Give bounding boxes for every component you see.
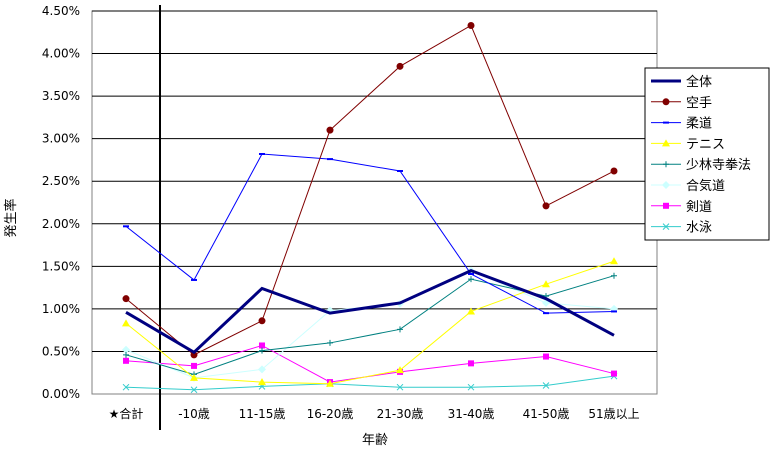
series-line [125,24,615,356]
data-point [543,353,549,360]
x-tick-label: 16-20歳 [307,407,354,421]
y-tick-label: 2.00% [42,217,80,231]
legend-label: 少林寺拳法 [686,157,751,173]
data-point [326,126,334,134]
x-tick-label: 41-50歳 [523,407,570,421]
data-point [123,357,129,364]
data-point [122,345,130,354]
y-tick-label: 1.00% [42,302,80,316]
data-point [611,272,617,279]
series-全体 [125,268,615,355]
data-point [610,167,618,175]
gridlines [92,10,657,352]
series-layer [122,21,618,394]
data-point [397,326,403,333]
x-tick-label: 51歳以上 [588,407,639,421]
legend-label: 空手 [686,96,712,111]
legend-label: 合気道 [686,178,725,194]
data-point [326,379,334,387]
y-tick-label: 4.00% [42,47,80,61]
data-point [122,383,130,391]
y-tick-label: 4.50% [42,4,80,18]
data-point [468,360,474,367]
series-line [125,268,615,355]
y-tick-label: 3.50% [42,89,80,103]
data-point [468,276,474,283]
legend-item: 剣道 [651,200,712,215]
legend-item: 柔道 [651,117,712,132]
data-point [327,339,333,346]
y-axis-title: 発生率 [3,198,19,237]
data-point [122,319,130,327]
data-point [191,362,197,369]
data-point [542,202,550,210]
data-point [610,257,618,265]
series-水泳 [122,372,618,394]
legend-label: 剣道 [686,200,712,215]
legend-item: 合気道 [651,178,725,194]
legend-label: テニス [686,137,725,152]
data-point [122,295,130,303]
data-point [611,370,617,377]
legend-label: 柔道 [686,117,712,132]
data-point [467,383,475,391]
y-axis-ticks: 0.00% 0.50% 1.00% 1.50% 2.00% 2.50% 3.00% 3.50%… [42,4,80,401]
data-point [190,373,198,381]
series-line [125,153,615,314]
series-テニス [122,257,618,387]
series-空手 [122,21,618,359]
data-point [542,280,550,288]
legend-item: 水泳 [651,221,712,236]
series-line [125,375,615,391]
data-point [396,62,404,70]
data-point [396,366,404,374]
data-point [259,347,265,354]
legend-label: 全体 [686,74,712,90]
legend-item: 全体 [651,74,712,90]
y-tick-label: 0.00% [42,387,80,401]
y-tick-label: 1.50% [42,259,80,273]
data-point [662,181,670,189]
data-point [663,202,669,209]
legend-item: 空手 [651,96,712,111]
data-point [662,139,670,147]
x-axis-title: 年齢 [362,433,388,448]
data-point [396,383,404,391]
x-tick-label: ★合計 [109,406,144,421]
x-tick-label: -10歳 [178,407,210,421]
x-tick-label: 31-40歳 [448,407,495,421]
legend-box [644,67,770,241]
data-point [258,378,266,386]
data-point [663,161,669,168]
series-柔道 [123,152,617,315]
y-tick-label: 3.00% [42,132,80,146]
data-point [467,21,475,29]
legend-item: テニス [651,137,725,152]
data-point [542,382,550,389]
plot-area [91,10,658,395]
x-tick-label: 11-15歳 [239,407,286,421]
x-axis-ticks: ★合計 -10歳 11-15歳 16-20歳 21-30歳 31-40歳 41-50歳 51歳… [109,406,640,421]
data-point [662,223,670,230]
data-point [190,386,198,394]
series-line [125,260,615,385]
data-point [467,307,475,315]
y-tick-label: 2.50% [42,174,80,188]
legend-label: 水泳 [686,221,712,236]
data-point [258,365,266,374]
legend-item: 少林寺拳法 [651,157,751,173]
y-tick-label: 0.50% [42,344,80,358]
data-point [662,98,670,106]
data-point [259,342,265,349]
data-point [258,317,266,325]
x-tick-label: 21-30歳 [377,407,424,421]
data-point [123,351,129,358]
